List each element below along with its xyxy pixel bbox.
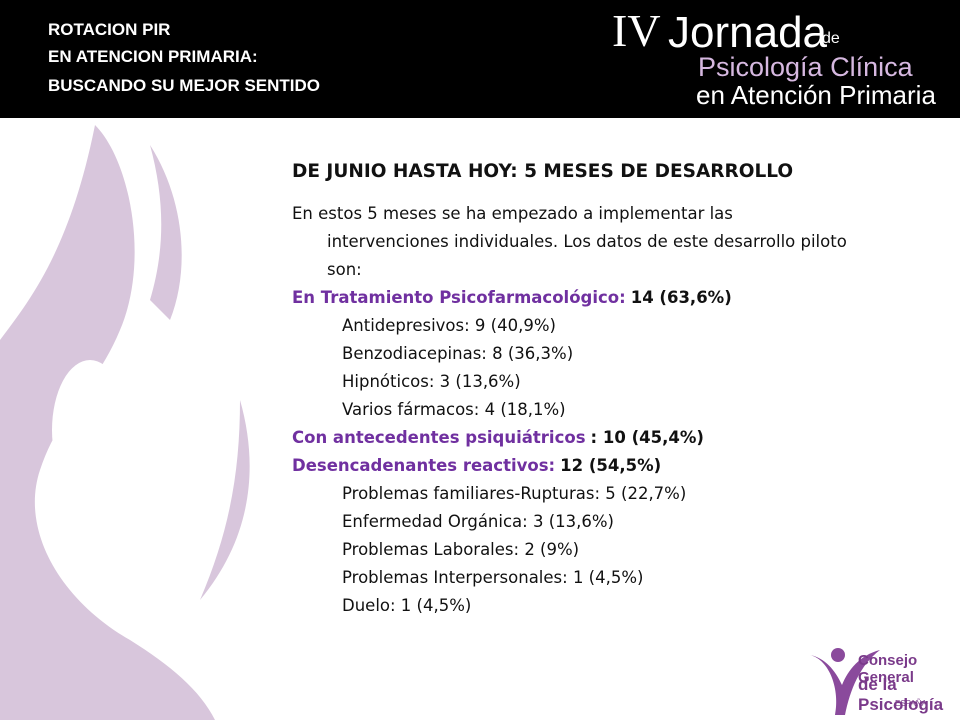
- group-item: Enfermedad Orgánica: 3 (13,6%): [342, 512, 614, 531]
- header-band: [0, 0, 960, 118]
- group-item: Antidepresivos: 9 (40,9%): [342, 316, 556, 335]
- event-line3: en Atención Primaria: [696, 80, 936, 110]
- group: Desencadenantes reactivos: 12 (54,5%): [292, 452, 852, 480]
- header-title: BUSCANDO SU MEJOR SENTIDO: [48, 76, 321, 95]
- group-value: 12 (54,5%): [560, 456, 662, 475]
- group-value: : 10 (45,4%): [590, 428, 704, 447]
- content: DE JUNIO HASTA HOY: 5 MESES DE DESARROLL…: [292, 158, 852, 620]
- event-de: de: [822, 30, 840, 47]
- intro: En estos 5 meses se ha empezado a implem…: [292, 204, 847, 279]
- header-title: EN ATENCION PRIMARIA:: [48, 47, 258, 66]
- group: Con antecedentes psiquiátricos: 10 (45,4…: [292, 424, 852, 452]
- header-title: ROTACION PIR: [48, 20, 171, 39]
- event-roman: IV: [612, 5, 661, 56]
- group-value: 14 (63,6%): [630, 288, 732, 307]
- group-label: Con antecedentes psiquiátricos: [292, 428, 586, 447]
- group-item: Benzodiacepinas: 8 (36,3%): [342, 344, 574, 363]
- event-name: Jornada: [668, 8, 828, 57]
- event-line2: Psicología Clínica: [698, 52, 913, 82]
- group-label: Desencadenantes reactivos:: [292, 456, 556, 475]
- logo-line1: Consejo General: [858, 652, 918, 686]
- group-item: Problemas Laborales: 2 (9%): [342, 540, 580, 559]
- group-item: Varios fármacos: 4 (18,1%): [342, 400, 566, 419]
- group-item: Problemas familiares-Rupturas: 5 (22,7%): [342, 484, 687, 503]
- logo-line2: de la Psicología: [858, 675, 944, 714]
- group-label: En Tratamiento Psicofarmacológico:: [292, 288, 626, 307]
- heading: DE JUNIO HASTA HOY: 5 MESES DE DESARROLL…: [292, 161, 794, 182]
- group-item: Problemas Interpersonales: 1 (4,5%): [342, 568, 644, 587]
- logo-line3: ESPAÑA: [895, 699, 927, 708]
- groups: En Tratamiento Psicofarmacológico: 14 (63…: [292, 284, 852, 620]
- group: En Tratamiento Psicofarmacológico: 14 (63…: [292, 284, 852, 312]
- group-item: Hipnóticos: 3 (13,6%): [342, 372, 521, 391]
- group-item: Duelo: 1 (4,5%): [342, 596, 472, 615]
